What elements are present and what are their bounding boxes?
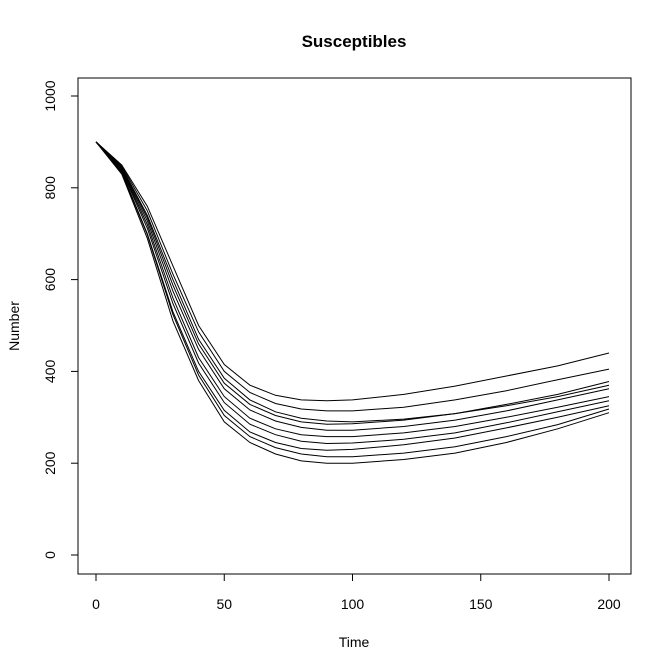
y-tick-label: 1000 — [42, 80, 58, 111]
y-tick-label: 800 — [42, 176, 58, 200]
y-tick-label: 400 — [42, 360, 58, 384]
y-axis-label: Number — [6, 301, 22, 351]
plot-frame — [77, 77, 632, 575]
y-tick-label: 200 — [42, 451, 58, 475]
x-tick-label: 100 — [341, 596, 365, 612]
chart-title: Susceptibles — [302, 32, 407, 51]
y-axis: 0 200 400 600 800 1000 — [42, 80, 79, 559]
series-line-6 — [95, 141, 610, 431]
x-tick-label: 0 — [92, 596, 100, 612]
series-line-10 — [95, 141, 610, 425]
series-line-8 — [95, 141, 610, 412]
series-line-4 — [95, 141, 610, 464]
x-tick-label: 200 — [597, 596, 621, 612]
x-axis: 0 50 100 150 200 — [92, 573, 621, 612]
series-line-9 — [95, 141, 610, 458]
series-line-3 — [95, 141, 610, 423]
series-line-1 — [95, 141, 610, 438]
y-tick-label: 600 — [42, 268, 58, 292]
x-tick-label: 50 — [216, 596, 232, 612]
x-tick-label: 150 — [469, 596, 493, 612]
series-line-5 — [95, 141, 610, 402]
y-tick-label: 0 — [42, 551, 58, 559]
series-line-2 — [95, 141, 610, 451]
x-axis-label: Time — [339, 634, 370, 650]
series-line-7 — [95, 141, 610, 445]
series-layer — [95, 141, 610, 464]
